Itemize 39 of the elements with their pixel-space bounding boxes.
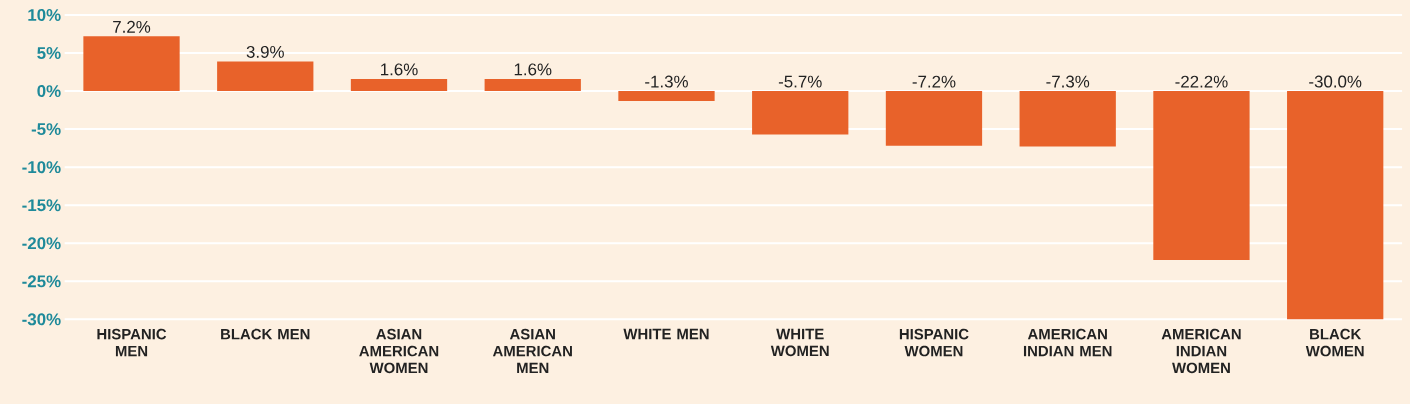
- x-tick-label: HISPANIC WOMEN: [899, 328, 969, 357]
- bar: [1287, 90, 1384, 320]
- x-tick-label: AMERICAN INDIAN MEN: [1023, 328, 1112, 357]
- bar: [83, 36, 180, 91]
- data-label: 1.6%: [381, 63, 418, 76]
- y-tick-label: -15%: [22, 199, 61, 212]
- data-label: 3.9%: [246, 45, 284, 58]
- x-tick-label: WHITE MEN: [623, 328, 709, 340]
- data-label: -7.2%: [912, 75, 956, 88]
- data-label: -7.3%: [1046, 75, 1090, 88]
- y-tick-label: -25%: [22, 275, 61, 288]
- bar: [618, 90, 715, 101]
- data-label: -22.2%: [1175, 75, 1228, 88]
- data-label: -1.3%: [645, 75, 688, 88]
- bar: [752, 90, 849, 135]
- y-tick-label: -10%: [22, 161, 61, 174]
- data-label: -30.0%: [1309, 75, 1362, 88]
- y-tick-label: -5%: [31, 123, 61, 135]
- x-tick-label: ASIAN AMERICAN MEN: [492, 328, 572, 373]
- x-tick-label: BLACK WOMEN: [1305, 328, 1364, 357]
- bar: [1019, 90, 1116, 147]
- data-label: 1.6%: [514, 63, 552, 76]
- y-tick-label: -20%: [22, 237, 61, 250]
- x-tick-label: BLACK MEN: [221, 328, 310, 340]
- y-tick-label: 10%: [28, 8, 61, 21]
- bar: [350, 78, 448, 91]
- data-label: 7.2%: [113, 20, 151, 33]
- bar: [484, 78, 581, 91]
- bar: [1153, 90, 1250, 260]
- y-tick-label: -30%: [22, 313, 61, 326]
- bar: [217, 61, 314, 91]
- data-label: -5.7%: [778, 75, 822, 88]
- x-tick-label: HISPANIC MEN: [97, 328, 167, 357]
- x-tick-label: AMERICAN INDIAN WOMEN: [1161, 328, 1241, 374]
- x-tick-label: WHITE WOMEN: [770, 328, 829, 357]
- bar: [885, 90, 983, 146]
- x-tick-label: ASIAN AMERICAN WOMEN: [359, 328, 439, 374]
- y-tick-label: 0%: [37, 84, 61, 97]
- y-tick-label: 5%: [37, 46, 61, 59]
